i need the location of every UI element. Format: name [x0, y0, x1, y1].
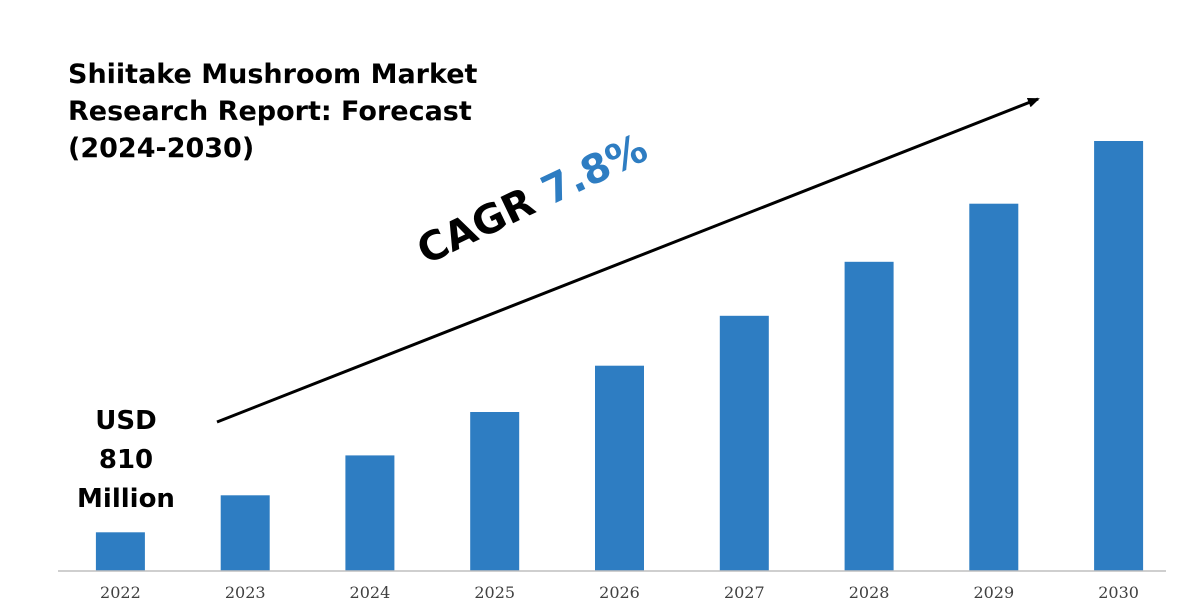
x-tick-label-2028: 2028: [849, 583, 890, 600]
bar-2030: [1094, 141, 1144, 571]
bar-2023: [220, 495, 270, 571]
start-value-number: 810: [98, 445, 154, 475]
bar-2028: [844, 261, 894, 571]
chart-title-line-1: Shiitake Mushroom Market: [68, 59, 478, 90]
start-value-unit: Million: [77, 484, 175, 514]
x-tick-label-2022: 2022: [100, 583, 141, 600]
bar-2025: [470, 412, 520, 571]
x-tick-label-2030: 2030: [1098, 583, 1139, 600]
bar-2027: [719, 315, 769, 571]
x-tick-label-2023: 2023: [225, 583, 266, 600]
x-axis-ticks: 2022 2023 2024 2025 2026 2027 2028 2029 2030: [100, 583, 1139, 600]
bar-2024: [345, 455, 395, 571]
bar-2029: [969, 203, 1019, 571]
chart-title-line-2: Research Report: Forecast: [68, 96, 472, 127]
bars: [95, 141, 1144, 571]
x-tick-label-2029: 2029: [973, 583, 1014, 600]
chart-title: Shiitake Mushroom Market Research Report…: [68, 56, 488, 167]
start-value-currency: USD: [95, 406, 157, 436]
x-tick-label-2024: 2024: [350, 583, 391, 600]
x-tick-label-2027: 2027: [724, 583, 765, 600]
bar-2022: [95, 532, 145, 571]
x-tick-label-2025: 2025: [474, 583, 515, 600]
start-value-label: USD 810 Million: [66, 402, 186, 519]
x-tick-label-2026: 2026: [599, 583, 640, 600]
bar-2026: [595, 365, 644, 571]
trend-arrow: [216, 97, 1040, 424]
chart-title-line-3: (2024-2030): [68, 133, 255, 164]
